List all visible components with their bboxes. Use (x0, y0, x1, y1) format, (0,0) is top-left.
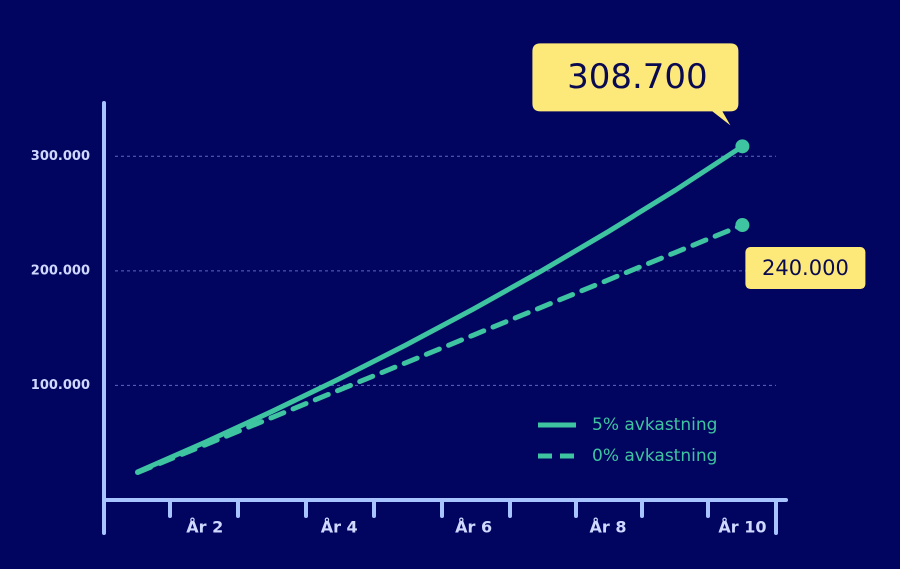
callout (532, 43, 739, 126)
series-line (135, 143, 745, 475)
y-tick-label: 100.000 (31, 378, 90, 393)
point (735, 218, 750, 233)
y-tick-label: 300.000 (31, 149, 90, 164)
series-line (135, 222, 745, 476)
x-tick-label: År 8 (590, 518, 627, 537)
x-tick-label: År 4 (321, 518, 358, 537)
x-tick-label: År 10 (718, 518, 766, 537)
x-tick-label: År 6 (455, 518, 492, 537)
value-label: 308.700 (567, 57, 708, 97)
y-tick-label: 200.000 (31, 263, 90, 278)
point (735, 139, 750, 154)
value-label: 240.000 (762, 256, 849, 280)
legend-label: 0% avkastning (592, 446, 717, 466)
axes (102, 101, 788, 535)
x-tick-label: År 2 (186, 518, 223, 537)
legend-label: 5% avkastning (592, 415, 717, 435)
callout (745, 247, 866, 290)
